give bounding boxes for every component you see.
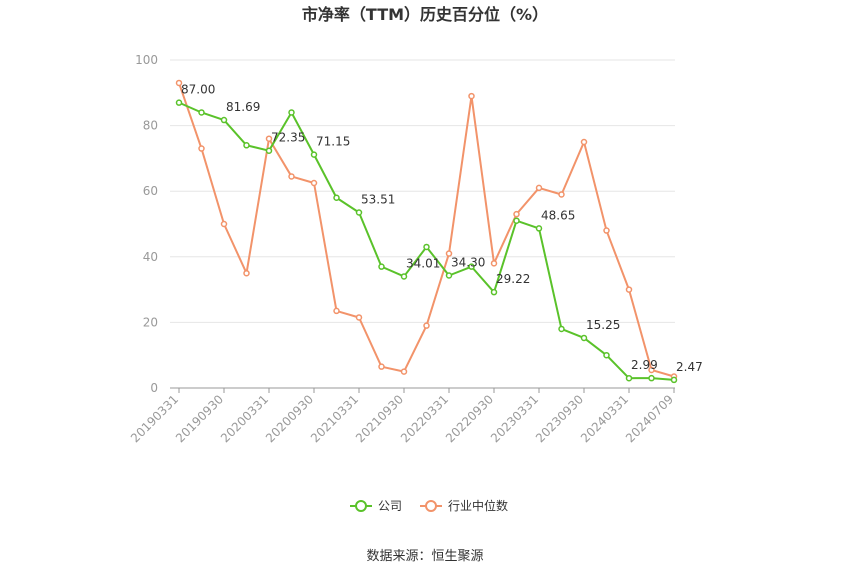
data-point[interactable] bbox=[513, 217, 520, 224]
legend-label: 公司 bbox=[378, 499, 402, 513]
data-label: 34.01 bbox=[406, 256, 440, 270]
data-point[interactable] bbox=[625, 286, 633, 293]
data-point[interactable] bbox=[558, 191, 565, 198]
data-labels: 87.00 81.69 72.35 71.15 53.51 34.01 34.30 29.22… bbox=[181, 83, 703, 374]
legend[interactable]: 公司 行业中位数 bbox=[350, 498, 508, 513]
data-point[interactable] bbox=[490, 288, 498, 296]
data-label: 2.99 bbox=[631, 358, 658, 372]
data-source-note: 数据来源：恒生聚源 bbox=[366, 549, 483, 564]
legend-item-industry-median[interactable]: 行业中位数 bbox=[420, 498, 508, 513]
data-label: 34.30 bbox=[451, 255, 485, 269]
series-company bbox=[175, 99, 678, 384]
data-point[interactable] bbox=[423, 322, 430, 329]
data-point[interactable] bbox=[355, 209, 363, 216]
x-tick-label: 20230930 bbox=[533, 392, 586, 445]
data-point[interactable] bbox=[288, 109, 295, 116]
data-point[interactable] bbox=[648, 366, 655, 374]
data-point[interactable] bbox=[558, 325, 565, 333]
data-point[interactable] bbox=[445, 272, 453, 279]
y-tick-label: 60 bbox=[143, 184, 158, 198]
x-tick-label: 20190930 bbox=[173, 392, 226, 445]
data-point[interactable] bbox=[333, 194, 340, 202]
data-point[interactable] bbox=[355, 314, 363, 321]
data-point[interactable] bbox=[198, 109, 205, 116]
data-point[interactable] bbox=[603, 351, 610, 359]
x-tick-label: 20200331 bbox=[218, 392, 271, 445]
data-point[interactable] bbox=[310, 179, 318, 187]
y-tick-label: 0 bbox=[150, 381, 158, 395]
x-tick-label: 20220930 bbox=[443, 392, 496, 445]
data-label: 53.51 bbox=[361, 192, 395, 206]
data-point[interactable] bbox=[513, 210, 520, 218]
x-axis: 2019033120190930202003312020093020210331… bbox=[128, 388, 676, 445]
data-point[interactable] bbox=[198, 145, 205, 152]
data-point[interactable] bbox=[378, 363, 385, 370]
legend-marker-icon bbox=[355, 500, 367, 512]
data-point[interactable] bbox=[535, 184, 543, 192]
data-label: 71.15 bbox=[316, 135, 350, 149]
y-tick-label: 80 bbox=[143, 119, 158, 133]
data-point[interactable] bbox=[445, 250, 453, 257]
data-point[interactable] bbox=[468, 92, 475, 100]
data-point[interactable] bbox=[243, 269, 250, 277]
data-point[interactable] bbox=[423, 243, 430, 251]
legend-label: 行业中位数 bbox=[448, 498, 508, 513]
data-point[interactable] bbox=[580, 334, 588, 342]
data-point[interactable] bbox=[310, 151, 318, 158]
y-tick-label: 20 bbox=[143, 315, 158, 329]
data-point[interactable] bbox=[220, 116, 228, 124]
data-point[interactable] bbox=[333, 307, 340, 315]
data-point[interactable] bbox=[490, 260, 498, 267]
data-point[interactable] bbox=[648, 374, 655, 382]
x-tick-label: 20220331 bbox=[398, 392, 451, 445]
data-point[interactable] bbox=[670, 376, 678, 384]
x-tick-label: 20200930 bbox=[263, 392, 316, 445]
data-point[interactable] bbox=[468, 263, 475, 270]
x-tick-label: 20190331 bbox=[128, 392, 181, 445]
data-label: 87.00 bbox=[181, 83, 215, 97]
x-tick-label: 20240709 bbox=[623, 392, 676, 445]
data-point[interactable] bbox=[175, 79, 183, 87]
data-label: 29.22 bbox=[496, 272, 530, 286]
series-industry-median bbox=[175, 79, 678, 380]
x-tick-label: 20210331 bbox=[308, 392, 361, 445]
series-line bbox=[178, 82, 675, 378]
data-point[interactable] bbox=[243, 142, 250, 149]
x-tick-label: 20240331 bbox=[578, 392, 631, 445]
x-tick-label: 20210930 bbox=[353, 392, 406, 445]
y-tick-label: 40 bbox=[143, 250, 158, 264]
data-point[interactable] bbox=[400, 368, 408, 375]
data-point[interactable] bbox=[535, 225, 543, 232]
legend-item-company[interactable]: 公司 bbox=[350, 499, 402, 513]
data-point[interactable] bbox=[603, 227, 610, 234]
data-point[interactable] bbox=[580, 138, 588, 146]
data-point[interactable] bbox=[175, 99, 183, 106]
data-point[interactable] bbox=[265, 147, 273, 154]
data-label: 81.69 bbox=[226, 100, 260, 114]
chart-title: 市净率（TTM）历史百分位（%） bbox=[302, 5, 548, 24]
data-point[interactable] bbox=[288, 173, 295, 180]
data-label: 15.25 bbox=[586, 318, 620, 332]
data-label: 72.35 bbox=[271, 131, 305, 145]
series-layer bbox=[175, 79, 678, 384]
grid bbox=[170, 59, 675, 389]
data-label: 2.47 bbox=[676, 360, 703, 374]
legend-marker-icon bbox=[425, 500, 437, 512]
x-tick-label: 20230331 bbox=[488, 392, 541, 445]
data-point[interactable] bbox=[625, 374, 633, 382]
data-point[interactable] bbox=[265, 135, 273, 142]
data-label: 48.65 bbox=[541, 208, 575, 222]
data-point[interactable] bbox=[400, 273, 408, 280]
y-axis: 0 20 40 60 80 100 bbox=[135, 53, 158, 395]
y-tick-label: 100 bbox=[135, 53, 158, 67]
data-point[interactable] bbox=[378, 263, 385, 270]
series-line bbox=[178, 101, 675, 381]
data-point[interactable] bbox=[220, 220, 228, 228]
